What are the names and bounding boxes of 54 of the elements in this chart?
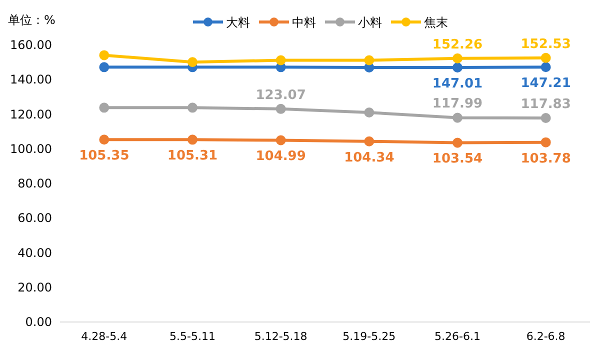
x-tick-label: 6.2-6.8 bbox=[526, 330, 566, 343]
y-tick-label: 120.00 bbox=[10, 107, 52, 122]
data-label: 105.31 bbox=[167, 148, 218, 164]
point bbox=[99, 50, 110, 60]
point bbox=[364, 136, 374, 146]
data-label: 104.34 bbox=[344, 150, 394, 166]
legend-label: 焦末 bbox=[424, 16, 448, 30]
x-tick-label: 5.26-6.1 bbox=[434, 330, 480, 343]
data-label: 147.01 bbox=[432, 76, 483, 92]
point bbox=[540, 52, 551, 63]
point bbox=[99, 102, 110, 113]
legend-label: 大料 bbox=[226, 16, 250, 30]
data-label: 152.53 bbox=[520, 36, 571, 52]
data-label: 105.35 bbox=[79, 148, 130, 164]
y-tick-label: 60.00 bbox=[18, 211, 52, 226]
point bbox=[99, 62, 110, 72]
point bbox=[452, 62, 462, 72]
point bbox=[540, 137, 551, 148]
point bbox=[188, 57, 198, 68]
y-tick-label: 160.00 bbox=[10, 38, 52, 52]
data-label: 123.07 bbox=[256, 88, 306, 103]
x-tick-label: 4.28-5.4 bbox=[81, 330, 128, 343]
x-tick-label: 5.19-5.25 bbox=[342, 330, 396, 343]
y-tick-label: 0.00 bbox=[25, 315, 52, 329]
point bbox=[276, 135, 286, 146]
x-tick-label: 5.12-5.18 bbox=[254, 330, 308, 343]
data-label: 117.99 bbox=[432, 96, 483, 112]
data-label: 147.21 bbox=[520, 76, 571, 92]
point bbox=[452, 53, 462, 64]
y-tick-label: 80.00 bbox=[18, 176, 52, 190]
point bbox=[452, 138, 462, 148]
x-tick-label: 5.5-5.11 bbox=[170, 330, 216, 343]
y-axis-title: 单位：% bbox=[8, 13, 56, 27]
legend-label: 小料 bbox=[358, 16, 382, 30]
point bbox=[364, 55, 374, 66]
point bbox=[540, 113, 551, 124]
y-tick-label: 40.00 bbox=[18, 246, 52, 260]
y-tick-label: 140.00 bbox=[10, 72, 52, 87]
data-label: 152.26 bbox=[432, 37, 483, 52]
y-tick-label: 20.00 bbox=[18, 280, 52, 294]
y-tick-label: 100.00 bbox=[10, 142, 52, 156]
data-label: 104.99 bbox=[256, 149, 306, 164]
legend-label: 中料 bbox=[292, 16, 316, 30]
point bbox=[452, 112, 462, 123]
point bbox=[540, 62, 551, 72]
point bbox=[188, 134, 198, 145]
data-label: 103.78 bbox=[520, 151, 571, 166]
data-label: 117.83 bbox=[520, 97, 571, 112]
data-label: 103.54 bbox=[432, 152, 483, 167]
point bbox=[99, 134, 110, 145]
point bbox=[188, 102, 198, 113]
point bbox=[364, 108, 374, 118]
point bbox=[276, 104, 286, 114]
point bbox=[276, 55, 286, 66]
